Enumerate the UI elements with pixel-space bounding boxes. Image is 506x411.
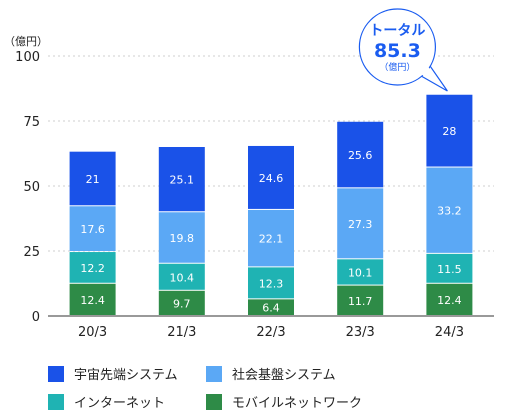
bar-segment <box>69 206 116 252</box>
x-tick-label: 22/3 <box>256 325 285 340</box>
legend-label: 宇宙先端システム <box>74 368 178 383</box>
bar-value-label: 19.8 <box>170 232 195 245</box>
legend-item: 社会基盤システム <box>206 364 336 383</box>
bar-segment <box>426 167 473 253</box>
bar-segment <box>426 94 473 167</box>
bar-segment <box>426 253 473 283</box>
bar-segment <box>69 151 116 206</box>
legend-swatch <box>206 365 222 382</box>
bar-value-label: 6.4 <box>262 302 280 315</box>
bar-segment <box>248 267 294 299</box>
bar-segment <box>337 285 384 315</box>
callout-tail-fill <box>420 67 438 83</box>
bar-value-label: 11.7 <box>348 295 373 308</box>
bar-segment <box>337 259 384 285</box>
y-tick-label: 75 <box>23 115 40 130</box>
y-tick-label: 0 <box>32 310 40 325</box>
legend-item: 宇宙先端システム <box>48 364 178 383</box>
bar-segment <box>158 147 205 212</box>
x-tick-label: 21/3 <box>167 325 196 340</box>
bar-value-label: 25.6 <box>348 149 373 162</box>
bar-value-label: 24.6 <box>259 172 284 185</box>
callout-title: トータル <box>369 23 425 39</box>
bar-value-label: 10.4 <box>170 271 195 284</box>
x-tick-label: 24/3 <box>435 325 464 340</box>
bar-segment <box>158 290 205 315</box>
bar-value-label: 10.1 <box>348 266 373 279</box>
bar-segment <box>248 299 294 315</box>
bar-segment <box>337 121 384 188</box>
bar-value-label: 21 <box>86 173 100 186</box>
bar-segment <box>69 283 116 315</box>
bar-value-label: 12.4 <box>437 294 462 307</box>
bar-segment <box>248 209 294 267</box>
bar-value-label: 33.2 <box>437 205 462 218</box>
bar-segment <box>426 283 473 315</box>
legend-label: 社会基盤システム <box>232 368 336 383</box>
legend-swatch <box>48 393 64 410</box>
callout-bubble <box>358 8 436 86</box>
x-tick-label: 23/3 <box>346 325 375 340</box>
bar-value-label: 9.7 <box>173 297 191 310</box>
bar-segment <box>248 145 294 209</box>
bar-value-label: 22.1 <box>259 233 284 246</box>
y-unit-label: （億円） <box>4 35 48 48</box>
bar-value-label: 12.3 <box>259 277 284 290</box>
y-tick-label: 25 <box>23 245 40 260</box>
bar-value-label: 27.3 <box>348 218 373 231</box>
legend-item: モバイルネットワーク <box>206 392 362 411</box>
bar-value-label: 12.4 <box>80 294 105 307</box>
bar-segment <box>337 188 384 259</box>
legend-swatch <box>48 365 64 382</box>
bar-value-label: 11.5 <box>437 263 462 276</box>
bar-value-label: 12.2 <box>80 262 105 275</box>
callout-value: 85.3 <box>374 40 421 62</box>
legend-label: インターネット <box>74 396 166 411</box>
x-tick-label: 20/3 <box>78 325 107 340</box>
bar-segment <box>158 212 205 263</box>
bar-segment <box>69 252 116 283</box>
bar-value-label: 28 <box>442 125 456 138</box>
legend-item: インターネット <box>48 392 165 411</box>
bar-value-label: 25.1 <box>170 174 195 187</box>
callout-unit: （億円） <box>379 61 415 73</box>
y-tick-label: 50 <box>23 180 40 195</box>
bar-segment <box>158 263 205 290</box>
legend-swatch <box>206 393 222 410</box>
y-tick-label: 100 <box>15 50 40 65</box>
legend-label: モバイルネットワーク <box>232 396 363 411</box>
bar-value-label: 17.6 <box>80 223 105 236</box>
